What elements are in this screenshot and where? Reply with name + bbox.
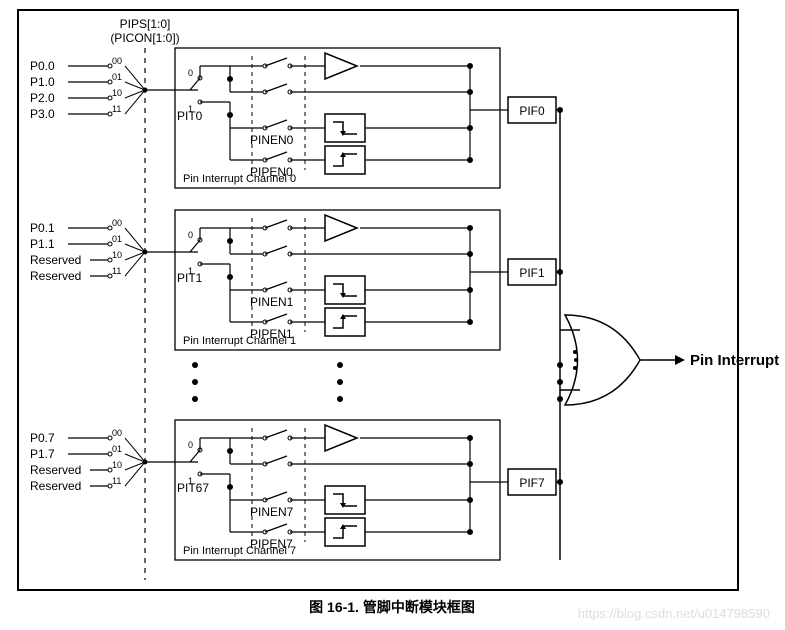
pin-label: Reserved [30, 463, 81, 477]
svg-text:0: 0 [188, 68, 193, 78]
output-label: Pin Interrupt [690, 352, 779, 369]
svg-text:00: 00 [112, 428, 122, 438]
svg-text:01: 01 [112, 444, 122, 454]
pin-label: P0.1 [30, 221, 55, 235]
svg-text:0: 0 [188, 440, 193, 450]
svg-text:PIPEN7: PIPEN7 [250, 537, 293, 551]
pin-interrupt-diagram: PIPS[1:0] (PICON[1:0]) P0.000P1.001P2.01… [0, 0, 785, 630]
svg-text:PINEN1: PINEN1 [250, 295, 294, 309]
svg-text:00: 00 [112, 218, 122, 228]
svg-text:PINEN7: PINEN7 [250, 505, 294, 519]
svg-text:PIPEN0: PIPEN0 [250, 165, 293, 179]
pin-label: P1.1 [30, 237, 55, 251]
svg-text:11: 11 [112, 104, 121, 114]
svg-text:01: 01 [112, 234, 122, 244]
svg-text:10: 10 [112, 250, 122, 260]
svg-text:00: 00 [112, 56, 122, 66]
pin-label: Reserved [30, 269, 81, 283]
svg-text:PINEN0: PINEN0 [250, 133, 294, 147]
ellipsis-dots [192, 362, 563, 402]
svg-text:PIF1: PIF1 [519, 266, 545, 280]
or-gate: Pin Interrupt [565, 315, 779, 405]
svg-text:0: 0 [188, 230, 193, 240]
channel-0: P0.000P1.001P2.010P3.011Pin Interrupt Ch… [30, 48, 563, 188]
pin-label: Reserved [30, 479, 81, 493]
pin-label: P1.0 [30, 75, 55, 89]
header-line2: (PICON[1:0]) [110, 31, 179, 45]
svg-text:PIF7: PIF7 [519, 476, 545, 490]
header-line1: PIPS[1:0] [120, 17, 171, 31]
svg-text:10: 10 [112, 460, 122, 470]
svg-text:PIT0: PIT0 [177, 109, 203, 123]
watermark: https://blog.csdn.net/u014798590 [578, 606, 770, 621]
svg-text:11: 11 [112, 476, 121, 486]
pin-label: P0.0 [30, 59, 55, 73]
svg-text:PIF0: PIF0 [519, 104, 545, 118]
pin-label: P3.0 [30, 107, 55, 121]
pin-label: P1.7 [30, 447, 55, 461]
figure-caption: 图 16-1. 管脚中断模块框图 [309, 599, 475, 615]
pin-label: P0.7 [30, 431, 55, 445]
channel-1: P0.100P1.101Reserved10Reserved11Pin Inte… [30, 210, 563, 350]
svg-text:01: 01 [112, 72, 122, 82]
pin-label: Reserved [30, 253, 81, 267]
svg-text:PIPEN1: PIPEN1 [250, 327, 293, 341]
svg-text:PIT67: PIT67 [177, 481, 209, 495]
channel-2: P0.700P1.701Reserved10Reserved11Pin Inte… [30, 420, 563, 560]
svg-text:11: 11 [112, 266, 121, 276]
pin-label: P2.0 [30, 91, 55, 105]
svg-text:PIT1: PIT1 [177, 271, 203, 285]
svg-text:10: 10 [112, 88, 122, 98]
